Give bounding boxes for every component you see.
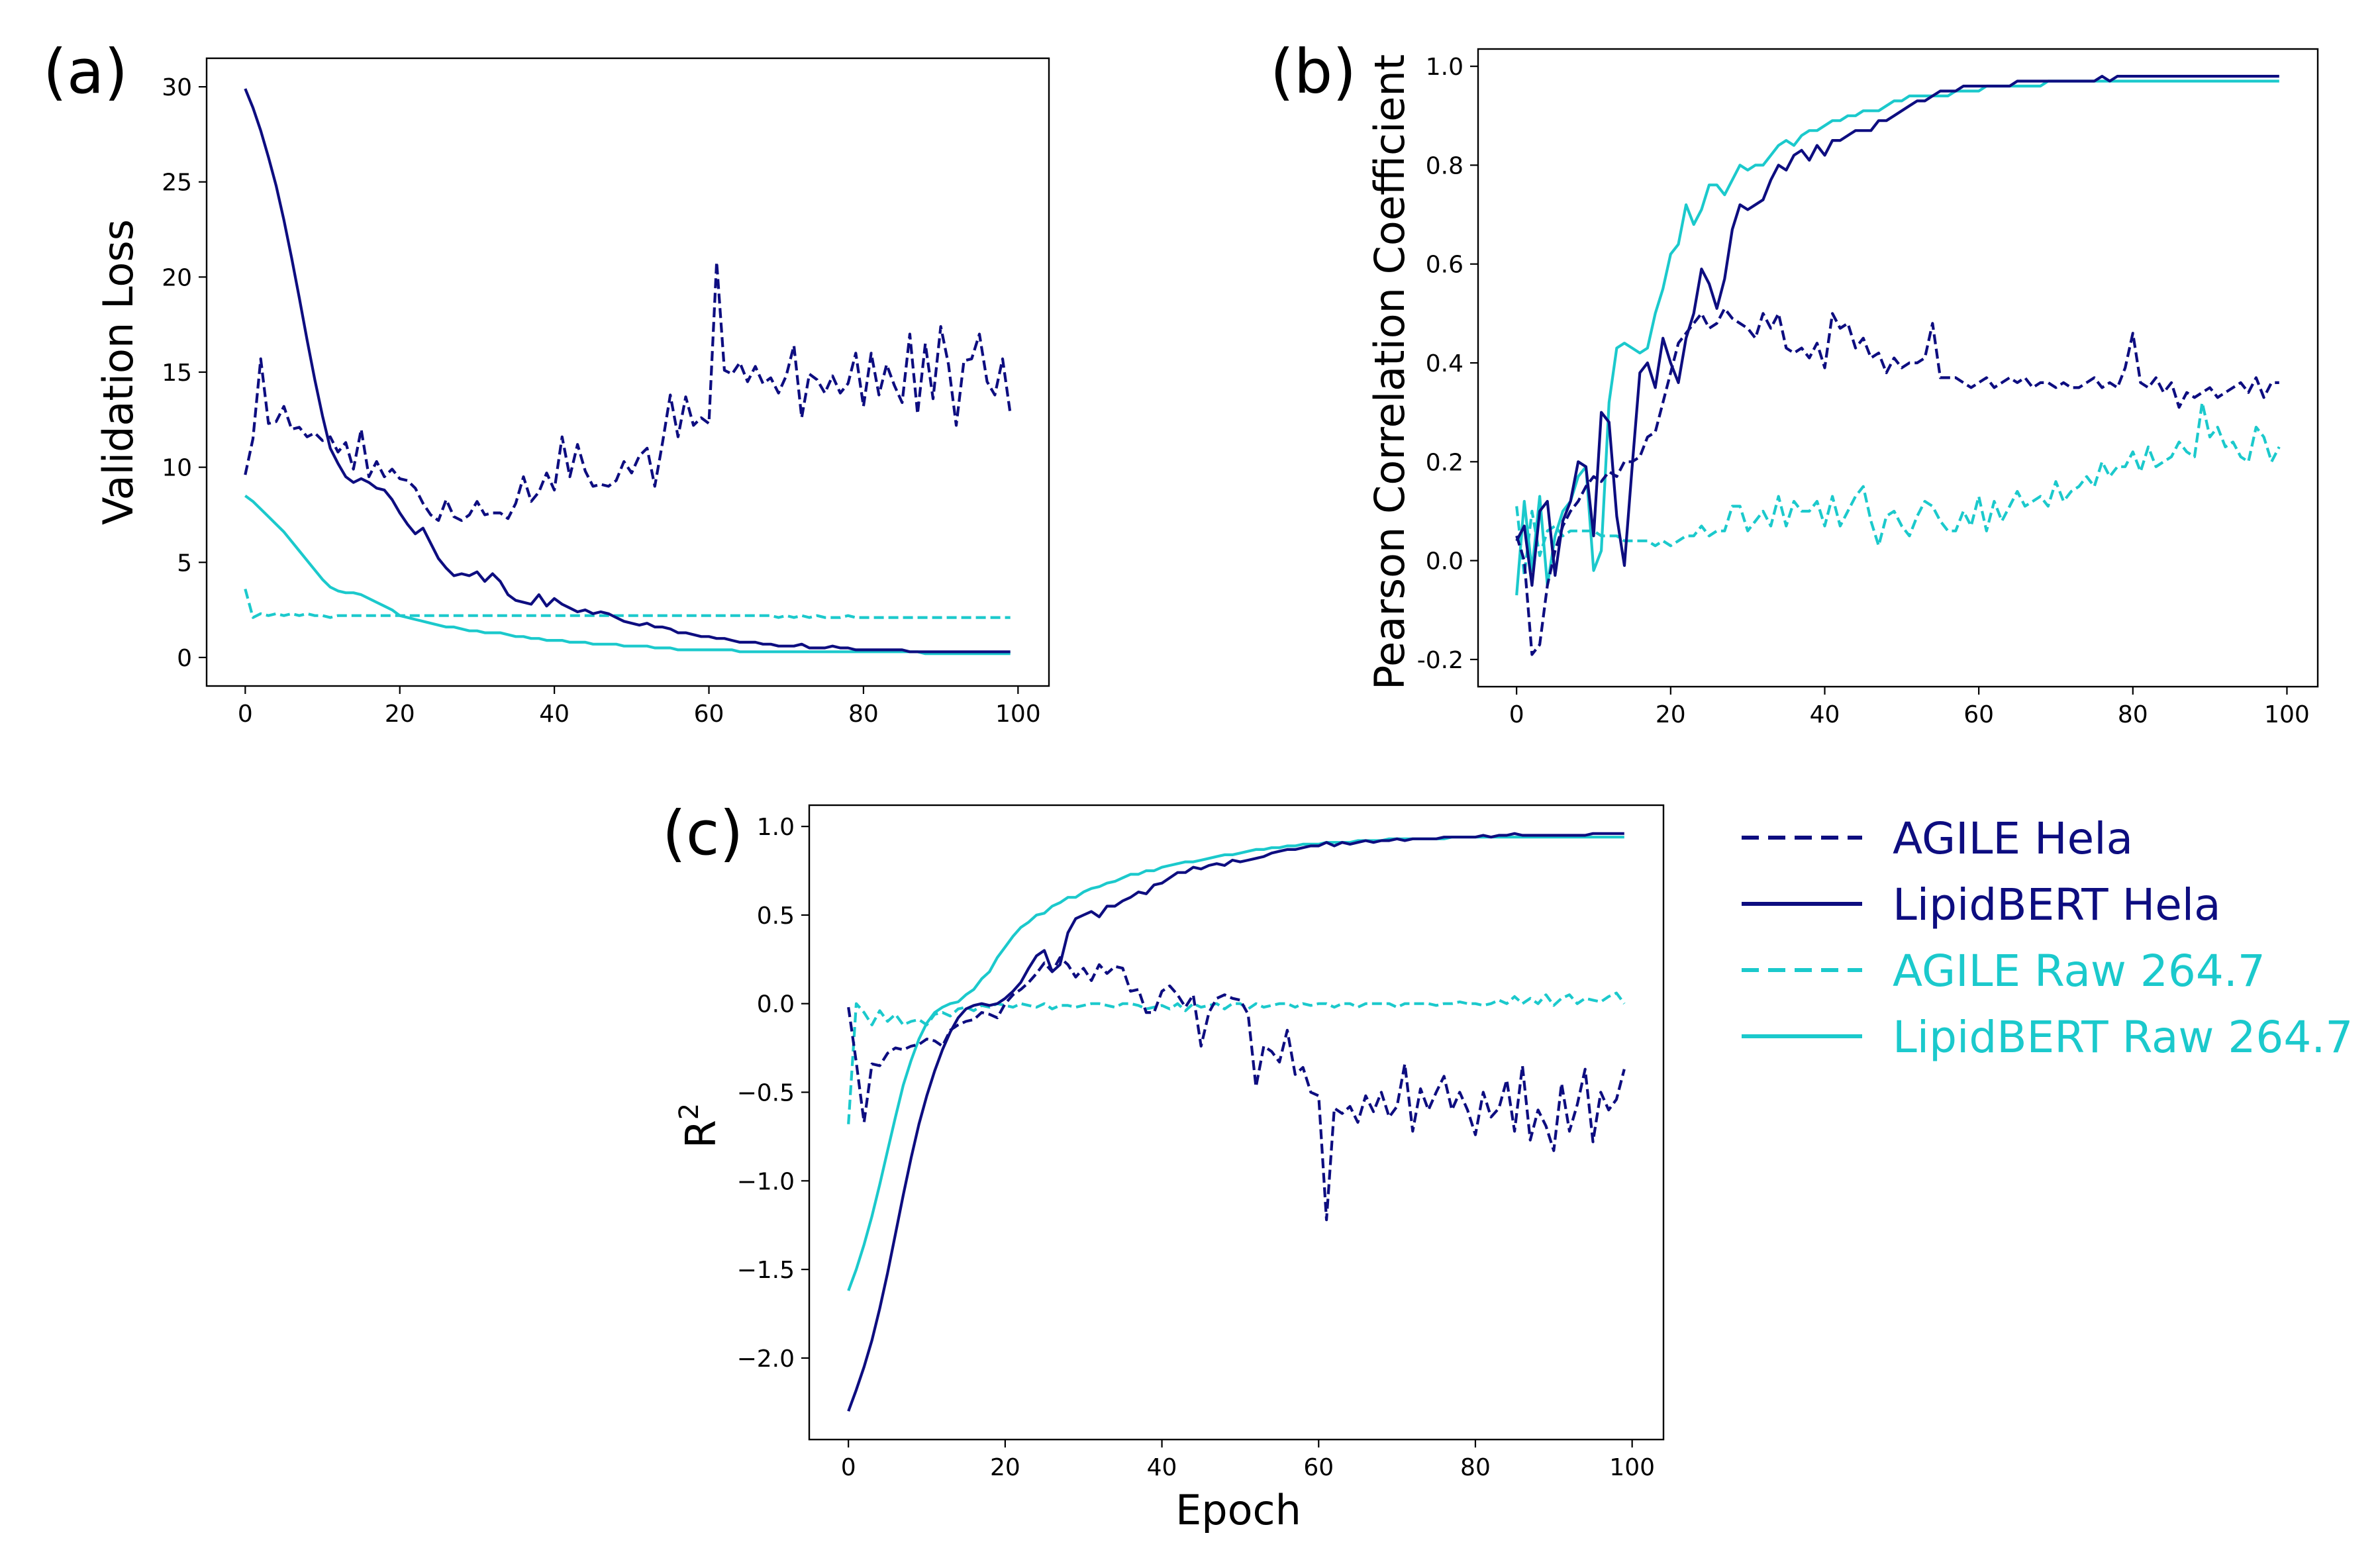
series-line-agile-raw-264-7 [847, 991, 1626, 1124]
y-tick-label: −1.5 [737, 1257, 795, 1284]
plot-frame [808, 804, 1665, 1441]
y-tick-label: 1.0 [1426, 54, 1463, 81]
series-line-agile-raw-264-7 [1515, 401, 2281, 577]
panel-label: (a) [43, 36, 128, 107]
x-tick-label: 0 [238, 701, 253, 728]
y-tick-label: −0.5 [737, 1080, 795, 1107]
x-tick-label: 100 [2264, 701, 2310, 728]
y-tick-label: 0.2 [1426, 449, 1463, 476]
series-line-agile-raw-264-7 [244, 588, 1011, 619]
legend: AGILE Hela LipidBERT Hela AGILE Raw 264.7 L… [1742, 813, 2353, 1063]
y-tick-label: 0 [177, 645, 192, 672]
y-axis-label: Validation Loss [94, 219, 142, 525]
chart-panel-b: 0 20 40 60 80 100 -0.2 0.0 0.2 0.4 0.6 0.8 1.0 (b) Pea… [1270, 36, 2319, 728]
y-tick-label: 1.0 [757, 814, 795, 841]
series-line-lipidbert-raw-264-7 [244, 495, 1011, 656]
series-line-agile-hela [244, 260, 1012, 522]
y-axis-label: Pearson Correlation Coefficient [1365, 54, 1414, 690]
x-tick-label: 0 [1509, 701, 1524, 728]
y-axis-label: R2 [674, 1103, 725, 1149]
plot-frame [1477, 48, 2319, 688]
x-tick-label: 100 [995, 701, 1041, 728]
series-line-agile-hela [847, 956, 1626, 1222]
y-tick-label: −2.0 [737, 1346, 795, 1373]
x-tick-label: 40 [1810, 701, 1840, 728]
y-tick-label: 5 [177, 550, 192, 577]
y-tick-label: 0.5 [757, 903, 795, 930]
panel-label: (c) [662, 798, 743, 869]
x-tick-label: 40 [539, 701, 570, 728]
y-tick-label: 0.0 [1426, 548, 1463, 575]
series-line-lipidbert-raw-264-7 [847, 836, 1624, 1291]
legend-label: LipidBERT Hela [1893, 879, 2221, 930]
y-tick-label: 25 [162, 170, 192, 197]
x-tick-label: 20 [385, 701, 415, 728]
x-axis-label: Epoch [1175, 1486, 1301, 1534]
y-tick-label: 0.6 [1426, 252, 1463, 279]
x-tick-label: 80 [1460, 1454, 1491, 1481]
y-tick-label: 0.8 [1426, 152, 1463, 179]
series-line-lipidbert-hela [847, 832, 1624, 1412]
y-tick-label: 15 [162, 360, 192, 387]
x-tick-label: 80 [848, 701, 879, 728]
y-tick-label: −1.0 [737, 1168, 795, 1195]
plot-frame [205, 57, 1050, 687]
x-tick-label: 20 [990, 1454, 1020, 1481]
series-line-agile-hela [1515, 307, 2279, 656]
x-tick-label: 20 [1656, 701, 1686, 728]
legend-label: AGILE Raw 264.7 [1893, 946, 2265, 997]
y-tick-label: 0.4 [1426, 350, 1463, 377]
chart-panel-a: 0 20 40 60 80 100 0 5 10 15 20 25 30 (a) Validation Lo… [43, 36, 1050, 728]
x-tick-label: 60 [694, 701, 724, 728]
panel-label: (b) [1270, 36, 1356, 107]
y-tick-label: 10 [162, 455, 192, 482]
x-tick-label: 100 [1609, 1454, 1655, 1481]
x-tick-label: 40 [1147, 1454, 1177, 1481]
series-line-lipidbert-hela [1515, 74, 2279, 587]
y-tick-label: 30 [162, 74, 192, 101]
y-tick-label: 20 [162, 264, 192, 291]
y-tick-label: 0.0 [757, 991, 795, 1018]
legend-label: LipidBERT Raw 264.7 [1893, 1012, 2353, 1063]
y-tick-label: -0.2 [1417, 647, 1463, 674]
legend-label: AGILE Hela [1893, 813, 2133, 864]
x-tick-label: 60 [1963, 701, 1994, 728]
x-tick-label: 60 [1303, 1454, 1334, 1481]
series-line-lipidbert-hela [244, 88, 1011, 654]
x-tick-label: 80 [2118, 701, 2148, 728]
x-tick-label: 0 [841, 1454, 856, 1481]
chart-panel-c: 0 20 40 60 80 100 −2.0 −1.5 −1.0 −0.5 0.0 0.5 1.0 (c)… [662, 798, 1665, 1534]
series-line-lipidbert-raw-264-7 [1515, 79, 2279, 596]
